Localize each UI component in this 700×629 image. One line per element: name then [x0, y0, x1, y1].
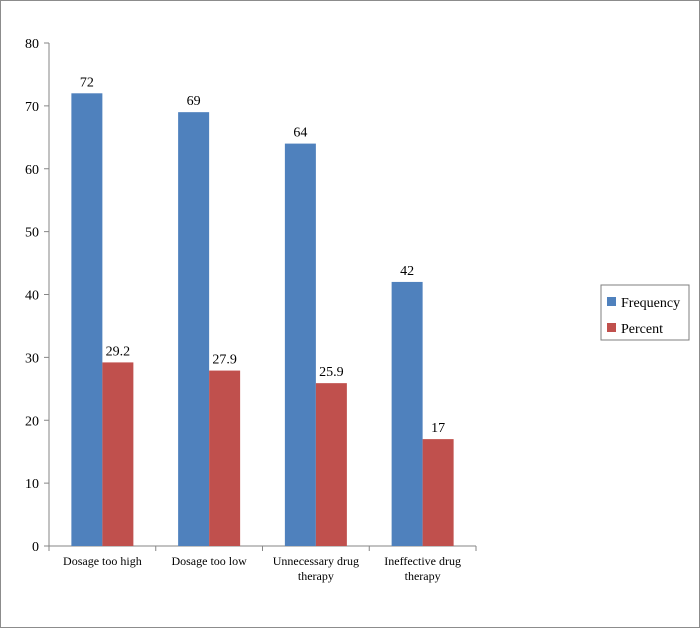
y-tick-label: 20 [25, 414, 39, 429]
data-label-percent: 27.9 [212, 353, 237, 368]
y-tick-label: 60 [25, 163, 39, 178]
data-label-frequency: 69 [187, 94, 201, 109]
legend-label-percent: Percent [621, 322, 663, 337]
y-tick-label: 40 [25, 289, 39, 304]
chart-bars [71, 93, 454, 547]
bar-frequency [391, 281, 423, 546]
legend-swatch-percent [607, 323, 616, 332]
data-label-percent: 17 [431, 421, 445, 436]
bar-frequency [284, 143, 316, 546]
x-category-label: Dosage too low [171, 554, 247, 568]
y-tick-label: 80 [25, 37, 39, 52]
data-label-frequency: 42 [400, 264, 414, 279]
bar-percent [315, 383, 347, 546]
bar-frequency [71, 93, 103, 547]
chart-data-labels: 72 29.2 69 27.9 64 25.9 42 17 [80, 75, 445, 436]
data-label-frequency: 72 [80, 75, 94, 90]
y-tick-label: 0 [32, 540, 39, 555]
bar-percent [422, 439, 454, 546]
bar-frequency [178, 112, 210, 546]
x-category-label: Dosage too high [63, 554, 142, 568]
bar-percent [102, 362, 134, 546]
data-label-frequency: 64 [293, 126, 307, 141]
chart-axes: 0 10 20 30 40 50 60 70 80 Dosage too high Dosage t… [25, 37, 477, 583]
data-label-percent: 25.9 [319, 365, 344, 380]
chart-legend: Frequency Percent [600, 284, 690, 341]
x-category-label: Unnecessary drug therapy [273, 554, 359, 583]
y-tick-label: 50 [25, 226, 39, 241]
bar-percent [209, 370, 241, 546]
y-tick-label: 70 [25, 100, 39, 115]
data-label-percent: 29.2 [106, 344, 131, 359]
y-tick-label: 10 [25, 477, 39, 492]
x-category-label: Ineffective drug therapy [384, 554, 461, 583]
y-tick-label: 30 [25, 351, 39, 366]
legend-swatch-frequency [607, 297, 616, 306]
legend-label-frequency: Frequency [621, 296, 680, 311]
